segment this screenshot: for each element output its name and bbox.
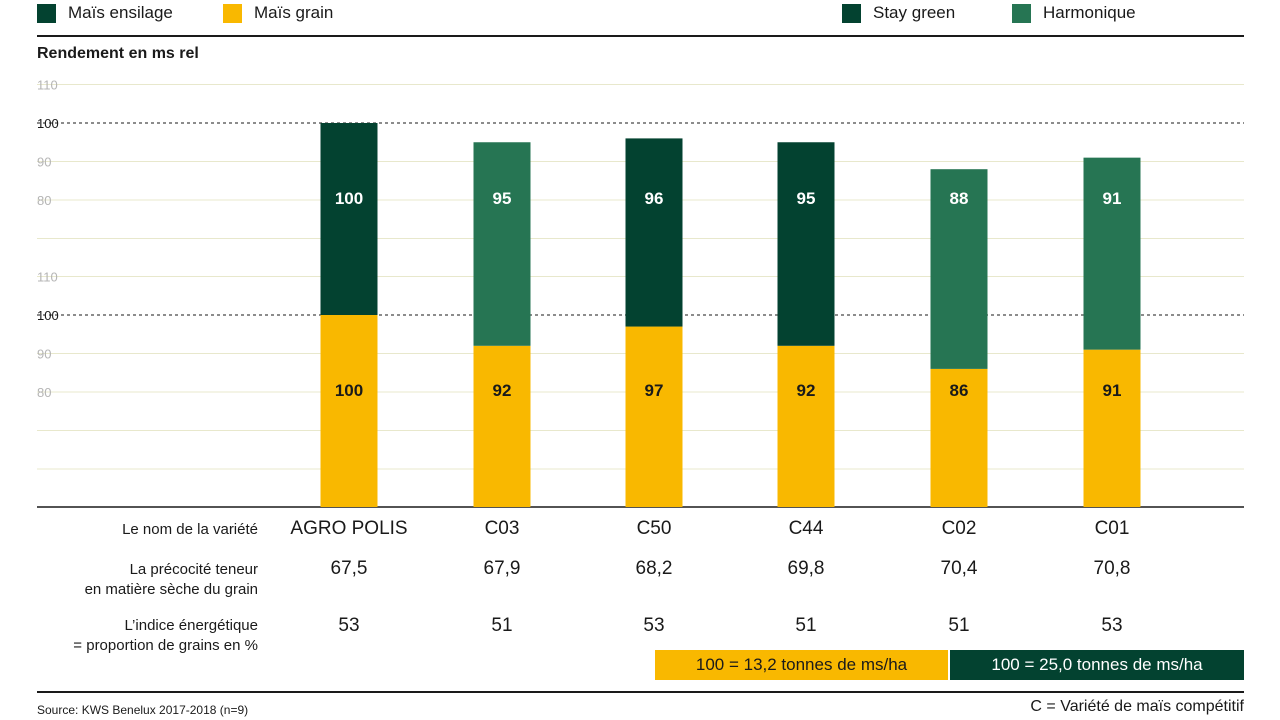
y-axis-title: Rendement en ms rel: [37, 45, 199, 62]
row-label-energy-line1: L’indice énergétique: [124, 617, 258, 634]
cell-energy-index-4: 51: [948, 615, 970, 636]
bar-ensilage-c02: [930, 169, 988, 369]
bar-grain-label-c50: 97: [645, 381, 664, 400]
legend-label-mais-ensilage: Maïs ensilage: [68, 3, 173, 22]
row-label-variety-text: Le nom de la variété: [122, 521, 258, 538]
bar-grain-c03: [473, 345, 531, 507]
bar-grain-label-c03: 92: [493, 381, 512, 400]
cell-energy-index-5: 53: [1101, 615, 1123, 636]
cell-precocity-4: 70,4: [940, 558, 978, 579]
reference-silage-text: 100 = 25,0 tonnes de ms/ha: [991, 655, 1203, 674]
cell-energy-index-1: 51: [491, 615, 513, 636]
cell-variety-name-2: C50: [636, 518, 672, 539]
bar-ensilage-c03: [473, 142, 531, 346]
bar-grain-c50: [625, 326, 683, 507]
reference-grain-box: 100 = 13,2 tonnes de ms/ha: [655, 650, 948, 680]
legend-swatch-mais-ensilage: [37, 3, 56, 23]
cell-variety-name-0: AGRO POLIS: [290, 518, 408, 539]
cell-precocity-1: 67,9: [483, 558, 521, 579]
bar-ensilage-label-agro-polis: 100: [335, 189, 363, 208]
legend-swatch-mais-grain: [223, 3, 242, 23]
upper-tick-label-110: 110: [37, 78, 58, 93]
bar-grain-agro-polis: [320, 315, 378, 507]
bar-ensilage-c01: [1083, 157, 1141, 350]
bar-grain-label-agro-polis: 100: [335, 381, 363, 400]
reference-silage-box: 100 = 25,0 tonnes de ms/ha: [950, 650, 1244, 680]
row-label-precocity-line2: en matière sèche du grain: [84, 581, 258, 598]
bar-ensilage-c50: [625, 138, 683, 327]
bar-ensilage-label-c44: 95: [797, 189, 816, 208]
top-rule: [37, 35, 1244, 37]
legend-label-harmonique: Harmonique: [1043, 3, 1136, 22]
cell-precocity-5: 70,8: [1093, 558, 1131, 579]
source-note: Source: KWS Benelux 2017-2018 (n=9): [37, 703, 249, 717]
cell-precocity-2: 68,2: [635, 558, 673, 579]
bar-ensilage-label-c01: 91: [1103, 189, 1122, 208]
lower-tick-label-100: 100: [37, 308, 59, 323]
bar-ensilage-label-c03: 95: [493, 189, 512, 208]
bar-ensilage-c44: [777, 142, 835, 346]
cell-variety-name-4: C02: [941, 518, 977, 539]
row-label-precocity: La précocité teneur en matière sèche du …: [85, 560, 258, 600]
row-label-precocity-line1: La précocité teneur: [129, 561, 258, 578]
lower-tick-label-90: 90: [37, 347, 51, 362]
legend-label-mais-grain: Maïs grain: [254, 3, 334, 22]
bar-ensilage-label-c50: 96: [645, 189, 664, 208]
legend-swatch-harmonique: [1012, 3, 1031, 23]
cell-energy-index-3: 51: [795, 615, 817, 636]
lower-tick-label-80: 80: [37, 385, 51, 400]
bar-grain-label-c02: 86: [950, 381, 969, 400]
bar-grain-c01: [1083, 349, 1141, 507]
upper-tick-label-90: 90: [37, 155, 51, 170]
row-label-variety: Le nom de la variété: [122, 520, 258, 540]
cell-variety-name-1: C03: [484, 518, 520, 539]
lower-tick-label-110: 110: [37, 270, 58, 285]
legend-label-stay-green: Stay green: [873, 3, 956, 22]
cell-energy-index-0: 53: [338, 615, 360, 636]
upper-tick-label-80: 80: [37, 193, 51, 208]
cell-precocity-0: 67,5: [330, 558, 368, 579]
cell-variety-name-5: C01: [1094, 518, 1130, 539]
legend-mais-ensilage: Maïs ensilage: [37, 2, 173, 24]
upper-tick-label-100: 100: [37, 116, 59, 131]
bottom-rule: [37, 691, 1244, 693]
bar-ensilage-agro-polis: [320, 123, 378, 315]
bar-grain-c02: [930, 368, 988, 507]
row-label-energy-line2: = proportion de grains en %: [73, 637, 258, 654]
reference-grain-text: 100 = 13,2 tonnes de ms/ha: [695, 655, 908, 674]
bar-grain-label-c01: 91: [1103, 381, 1122, 400]
legend-harmonique: Harmonique: [1012, 2, 1136, 24]
legend-mais-grain: Maïs grain: [223, 2, 333, 24]
cell-precocity-3: 69,8: [787, 558, 825, 579]
cell-variety-name-3: C44: [788, 518, 824, 539]
bar-grain-label-c44: 92: [797, 381, 816, 400]
row-label-energy-index: L’indice énergétique = proportion de gra…: [73, 616, 258, 656]
competitor-note: C = Variété de maïs compétitif: [1030, 698, 1244, 715]
bar-grain-c44: [777, 345, 835, 507]
cell-energy-index-2: 53: [643, 615, 665, 636]
bar-ensilage-label-c02: 88: [950, 189, 969, 208]
legend-swatch-stay-green: [842, 3, 861, 23]
legend-stay-green: Stay green: [842, 2, 955, 24]
